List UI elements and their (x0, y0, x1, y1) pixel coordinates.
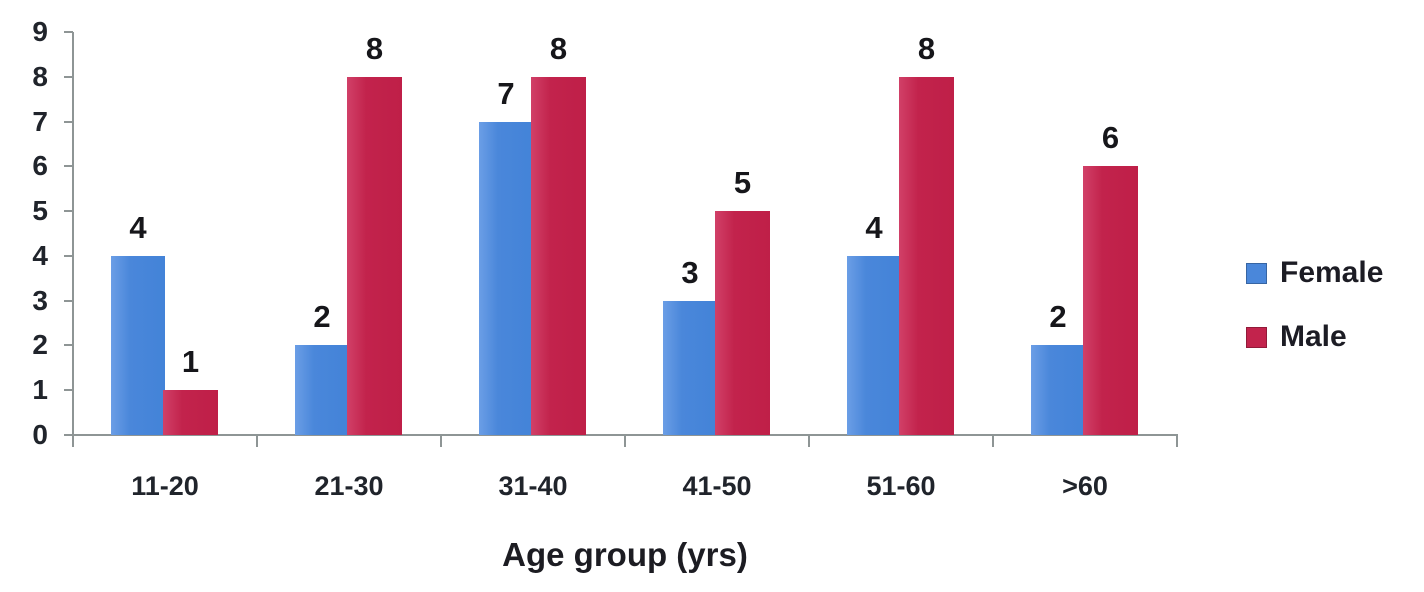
y-tick-label-7: 7 (32, 105, 48, 137)
y-tick-9 (64, 31, 73, 33)
y-tick-label-9: 9 (32, 16, 48, 47)
y-tick-label-5: 5 (32, 195, 48, 227)
bar-female->60 (1031, 345, 1085, 435)
category-label-31-40: 31-40 (498, 471, 568, 501)
bar-female-21-30 (295, 345, 349, 435)
x-tick-0 (72, 435, 74, 447)
y-tick-4 (64, 254, 73, 257)
value-label-male->60: 6 (1101, 120, 1120, 156)
legend-swatch-female (1246, 262, 1267, 284)
value-label-female-21-30: 2 (313, 299, 331, 335)
legend-item-female: Female (1246, 258, 1383, 288)
category-label->60: >60 (1062, 471, 1108, 501)
x-tick-2 (440, 435, 442, 447)
y-tick-7 (64, 120, 73, 123)
y-tick-3 (64, 299, 73, 302)
value-label-male-21-30: 8 (365, 30, 384, 66)
value-label-male-51-60: 8 (917, 30, 936, 66)
value-label-male-11-20: 1 (181, 344, 200, 380)
value-label-female-11-20: 4 (129, 209, 147, 245)
x-tick-4 (808, 435, 810, 447)
y-tick-label-6: 6 (32, 150, 48, 182)
legend-item-male: Male (1246, 322, 1383, 352)
y-tick-label-3: 3 (32, 284, 48, 316)
y-tick-label-8: 8 (32, 60, 48, 92)
value-label-female-31-40: 7 (497, 75, 515, 111)
y-tick-label-4: 4 (32, 239, 48, 271)
y-tick-label-1: 1 (32, 374, 48, 406)
x-axis-title: Age group (yrs) (502, 536, 748, 573)
legend-label-female: Female (1280, 256, 1384, 289)
bar-male-21-30 (347, 76, 402, 435)
category-label-41-50: 41-50 (682, 471, 752, 501)
y-tick-1 (64, 389, 73, 392)
bar-female-31-40 (479, 121, 533, 435)
value-label-male-41-50: 5 (733, 165, 752, 201)
bar-female-11-20 (111, 255, 165, 435)
bar-female-41-50 (663, 300, 717, 435)
y-tick-2 (64, 344, 73, 347)
bar-male-51-60 (899, 76, 954, 435)
value-label-female-51-60: 4 (865, 209, 883, 245)
y-tick-0 (64, 434, 73, 436)
category-label-11-20: 11-20 (131, 471, 199, 501)
value-label-male-31-40: 8 (549, 30, 568, 66)
y-tick-label-0: 0 (32, 419, 48, 450)
bar-male-31-40 (531, 76, 586, 435)
value-label-female-41-50: 3 (681, 254, 699, 290)
legend-swatch-male (1246, 326, 1267, 348)
value-label-female->60: 2 (1049, 299, 1067, 335)
bar-male->60 (1083, 166, 1138, 435)
x-tick-1 (256, 435, 258, 447)
legend: Female Male (1246, 258, 1383, 390)
y-tick-5 (64, 210, 73, 213)
category-label-21-30: 21-30 (314, 471, 384, 501)
legend-label-male: Male (1280, 320, 1347, 353)
x-tick-5 (992, 435, 994, 447)
bar-male-41-50 (715, 211, 770, 435)
y-tick-6 (64, 165, 73, 168)
y-tick-label-2: 2 (32, 329, 48, 361)
x-tick-6 (1176, 435, 1178, 447)
y-tick-8 (64, 75, 73, 78)
bar-female-51-60 (847, 255, 901, 435)
bar-male-11-20 (163, 390, 218, 435)
category-label-51-60: 51-60 (866, 471, 936, 501)
x-tick-3 (624, 435, 626, 447)
y-axis-line (72, 32, 74, 436)
